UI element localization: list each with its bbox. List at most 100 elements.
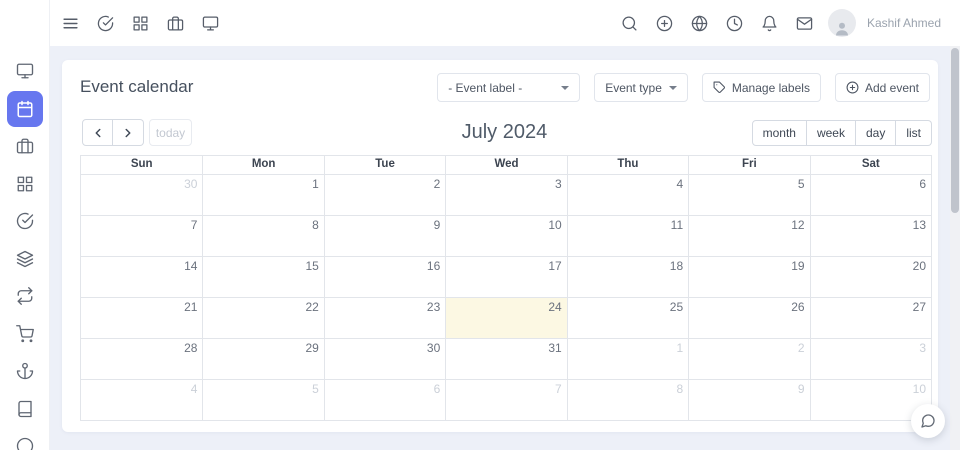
sidebar-item-sync[interactable] [7,278,43,314]
calendar-day-cell[interactable]: 19 [688,257,809,297]
day-number: 1 [312,177,319,191]
day-number: 23 [426,300,441,314]
menu-toggle-button[interactable] [53,1,88,46]
day-number: 1 [676,341,684,355]
sidebar-item-apps[interactable] [7,166,43,202]
search-button[interactable] [612,1,647,46]
prev-month-button[interactable] [82,119,113,146]
calendar-day-cell[interactable]: 3 [809,339,931,379]
calendar-day-cell[interactable]: 12 [688,216,809,256]
sidebar-item-dashboard[interactable] [7,53,43,89]
scrollbar[interactable] [950,46,960,450]
nav-monitor-button[interactable] [193,1,228,46]
calendar-day-cell[interactable]: 20 [809,257,931,297]
calendar-day-cell[interactable]: 31 [445,339,566,379]
tag-icon [713,81,725,93]
calendar-day-cell[interactable]: 2 [688,339,809,379]
page-title: Event calendar [80,77,194,96]
calendar-day-cell[interactable]: 15 [202,257,323,297]
calendar-day-cell[interactable]: 9 [323,216,445,256]
calendar-day-cell[interactable]: 9 [688,380,809,420]
calendar-day-cell[interactable]: 6 [809,175,931,215]
calendar-day-cell[interactable]: 30 [81,175,202,215]
calendar-day-cell[interactable]: 11 [566,216,688,256]
quick-add-button[interactable] [647,1,682,46]
view-day-button[interactable]: day [855,120,897,146]
event-label-select[interactable]: - Event label - [437,73,581,102]
calendar-day-cell[interactable]: 3 [445,175,566,215]
nav-projects-button[interactable] [158,1,193,46]
calendar-icon [17,100,32,117]
calendar-day-cell[interactable]: 23 [323,298,445,338]
chat-button[interactable] [911,404,945,438]
event-type-dropdown-button[interactable]: Event type [594,73,688,102]
clock-icon [726,15,743,31]
sidebar-item-layers[interactable] [7,241,43,277]
calendar-day-cell[interactable]: 16 [323,257,445,297]
calendar-day-cell[interactable]: 17 [445,257,566,297]
calendar-day-cell[interactable]: 10 [809,380,931,420]
day-number: 8 [312,218,319,232]
calendar-day-cell[interactable]: 21 [81,298,202,338]
view-week-button[interactable]: week [806,120,856,146]
briefcase-icon [16,138,33,154]
day-number: 10 [548,218,562,232]
sidebar-item-tasks[interactable] [7,203,43,239]
sidebar-item-anchor[interactable] [7,353,43,389]
manage-labels-button[interactable]: Manage labels [701,73,821,102]
calendar-day-cell[interactable]: 7 [445,380,566,420]
calendar-day-cell[interactable]: 26 [688,298,809,338]
calendar-day-cell[interactable]: 29 [202,339,323,379]
sidebar-item-projects[interactable] [7,128,43,164]
history-button[interactable] [717,1,752,46]
calendar-day-cell[interactable]: 30 [323,339,445,379]
circle-icon [16,437,33,450]
day-number: 19 [791,259,805,273]
calendar-day-cell[interactable]: 1 [566,339,688,379]
calendar-day-cell[interactable]: 8 [566,380,688,420]
chevron-down-icon [561,85,570,90]
mail-icon [796,16,813,30]
user-name[interactable]: Kashif Ahmed [866,16,941,30]
view-month-button[interactable]: month [751,120,807,146]
scrollbar-thumb[interactable] [951,48,959,213]
calendar-day-cell[interactable]: 2 [323,175,445,215]
today-button[interactable]: today [149,119,192,146]
day-header-sun: Sun [130,158,153,170]
calendar-day-cell[interactable]: 5 [688,175,809,215]
calendar-day-cell[interactable]: 4 [566,175,688,215]
sidebar-item-docs[interactable] [7,391,43,427]
messages-button[interactable] [787,1,822,46]
nav-apps-button[interactable] [123,1,158,46]
calendar-day-cell[interactable]: 13 [809,216,931,256]
calendar-day-cell[interactable]: 27 [809,298,931,338]
calendar-day-cell[interactable]: 1 [202,175,323,215]
day-number: 14 [184,259,198,273]
sidebar-item-shop[interactable] [7,316,43,352]
calendar-day-cell[interactable]: 25 [566,298,688,338]
calendar-day-cell[interactable]: 18 [566,257,688,297]
sidebar-item-more[interactable] [7,428,43,450]
calendar-day-cell[interactable]: 8 [202,216,323,256]
calendar-day-cell[interactable]: 14 [81,257,202,297]
bell-icon [762,15,777,31]
day-number: 20 [912,259,926,273]
sidebar-item-calendar[interactable] [6,90,43,127]
calendar-day-cell[interactable]: 7 [81,216,202,256]
day-number: 17 [548,259,562,273]
add-event-button[interactable]: Add event [834,73,930,102]
calendar-day-cell[interactable]: 10 [445,216,566,256]
nav-tasks-button[interactable] [88,1,123,46]
notifications-button[interactable] [752,1,787,46]
avatar[interactable] [827,9,856,37]
calendar-day-cell[interactable]: 4 [81,380,202,420]
view-list-button[interactable]: list [896,120,932,146]
calendar-day-cell-today[interactable]: 24 [445,298,567,338]
language-button[interactable] [682,1,717,46]
day-number: 3 [555,177,562,191]
calendar-day-cell[interactable]: 6 [323,380,445,420]
calendar-day-cell[interactable]: 22 [202,298,323,338]
next-month-button[interactable] [113,119,144,146]
calendar-day-cell[interactable]: 5 [202,380,323,420]
calendar-day-cell[interactable]: 28 [81,339,202,379]
